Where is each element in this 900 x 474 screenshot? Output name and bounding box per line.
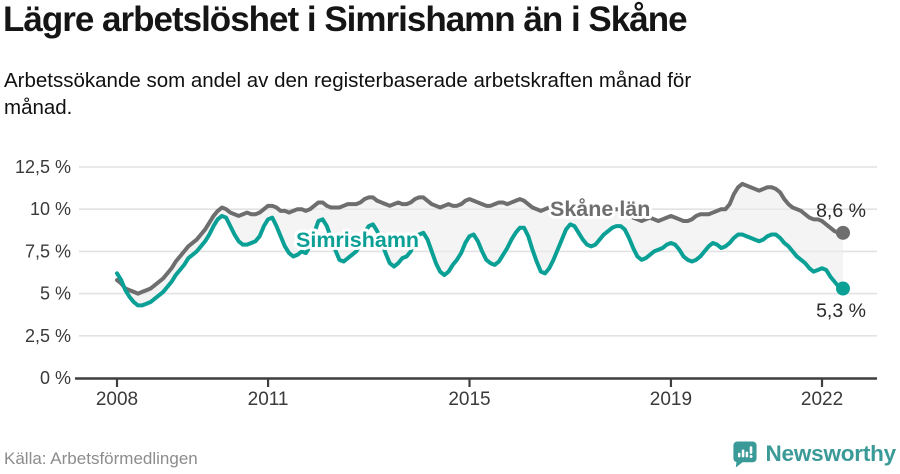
newsworthy-logo-icon <box>733 441 758 468</box>
svg-text:7,5 %: 7,5 % <box>25 241 71 261</box>
source-note: Källa: Arbetsförmedlingen <box>4 449 198 468</box>
svg-text:2,5 %: 2,5 % <box>25 326 71 346</box>
series-label-skane: Skåne län <box>550 197 650 221</box>
svg-text:2019: 2019 <box>650 389 692 410</box>
svg-text:0 %: 0 % <box>40 368 71 388</box>
svg-text:5 %: 5 % <box>40 284 71 304</box>
series-label-simrishamn: Simrishamn <box>296 228 419 252</box>
end-dot-simrishamn <box>836 281 850 296</box>
newsworthy-wordmark: Newsworthy <box>765 441 896 466</box>
series-line-skane <box>115 181 845 296</box>
x-axis <box>75 377 877 387</box>
svg-text:8,6 %: 8,6 % <box>816 200 866 222</box>
chart-title: Lägre arbetslöshet i Simrishamn än i Skå… <box>3 0 688 39</box>
svg-text:2022: 2022 <box>801 389 843 410</box>
newsworthy-logo: Newsworthy <box>731 440 896 468</box>
end-dot-skane <box>836 225 850 240</box>
svg-text:2015: 2015 <box>448 389 490 410</box>
svg-text:5,3 %: 5,3 % <box>816 300 866 322</box>
end-value-labels: 8,6 % 5,3 % <box>816 200 866 322</box>
series-line-simrishamn <box>115 213 845 308</box>
y-axis-labels: 0 % 2,5 % 5 % 7,5 % 10 % 12,5 % <box>15 157 71 388</box>
svg-text:2011: 2011 <box>248 389 289 410</box>
svg-text:10 %: 10 % <box>30 199 71 219</box>
chart-subtitle: Arbetssökande som andel av den registerb… <box>4 69 692 119</box>
svg-text:2008: 2008 <box>96 389 138 410</box>
x-axis-labels: 2008 2011 2015 2019 2022 <box>96 389 843 410</box>
svg-text:12,5 %: 12,5 % <box>15 157 71 177</box>
